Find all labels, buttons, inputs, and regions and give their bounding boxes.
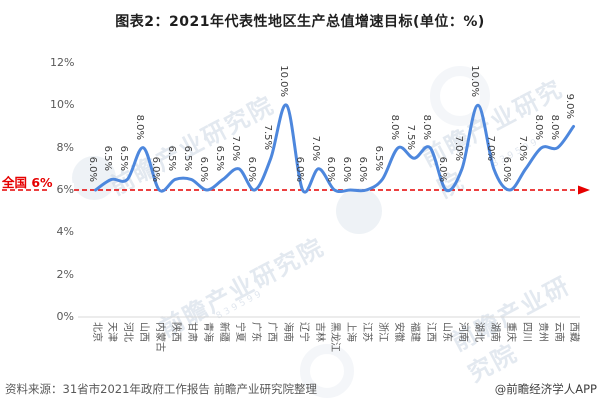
- x-axis-label: 湖北: [472, 322, 484, 342]
- y-axis-tick-label: 8%: [50, 140, 74, 155]
- y-axis-tick-label: 6%: [50, 183, 74, 197]
- data-label: 6.0%: [500, 156, 512, 182]
- data-label: 8.0%: [134, 114, 146, 140]
- data-label: 6.0%: [245, 156, 257, 182]
- data-label: 7.0%: [452, 135, 464, 161]
- watermark-logo-circle: [72, 156, 116, 200]
- x-axis-label: 山西: [138, 322, 150, 342]
- x-axis-label: 海南: [281, 322, 293, 342]
- data-label: 6.0%: [357, 156, 369, 182]
- x-axis-label: 河北: [122, 322, 134, 342]
- watermark-logo-circle: [336, 188, 382, 234]
- x-axis-label: 新疆: [217, 322, 229, 342]
- data-label: 8.0%: [532, 114, 544, 140]
- x-axis-label: 上海: [345, 322, 357, 342]
- x-axis-label: 内蒙古: [154, 322, 166, 352]
- data-label: 7.5%: [405, 124, 417, 151]
- footer: 资料来源：31省市2021年政府工作报告 前瞻产业研究院整理 @前瞻经济学人AP…: [0, 379, 600, 409]
- x-axis-label: 江西: [425, 322, 437, 342]
- growth-target-curve: [94, 103, 575, 194]
- x-axis-label: 四川: [520, 322, 532, 342]
- data-label: 10.0%: [277, 65, 289, 98]
- data-label: 8.0%: [389, 114, 401, 140]
- x-axis-label: 陕西: [170, 322, 182, 342]
- x-axis-label: 广西: [265, 322, 277, 342]
- data-label: 6.0%: [325, 156, 337, 182]
- x-axis-label: 黑龙江: [329, 322, 341, 352]
- data-label: 7.0%: [309, 135, 321, 161]
- data-label: 6.5%: [102, 146, 114, 172]
- x-axis-label: 湖南: [488, 322, 500, 342]
- data-label: 7.0%: [484, 135, 496, 161]
- data-label: 6.5%: [118, 146, 130, 172]
- x-axis-label: 辽宁: [297, 322, 309, 342]
- data-label: 7.0%: [229, 135, 241, 161]
- y-axis-tick-label: 12%: [50, 56, 75, 70]
- brand-note: @前瞻经济学人APP: [494, 382, 597, 396]
- x-axis-label: 西藏: [568, 322, 580, 342]
- x-axis-label: 甘肃: [186, 322, 198, 342]
- data-label: 10.0%: [468, 65, 480, 98]
- national-target-label: 全国 6%: [2, 175, 53, 190]
- x-axis-label: 贵州: [536, 322, 548, 342]
- watermark-logo-ring: [430, 66, 490, 126]
- y-axis-tick-label: 4%: [50, 225, 74, 240]
- x-axis-label: 青海: [202, 322, 214, 342]
- data-label: 6.5%: [166, 146, 178, 172]
- y-axis-tick-label: 0%: [50, 310, 74, 324]
- x-axis-label: 河南: [456, 322, 468, 342]
- data-label: 6.0%: [293, 156, 305, 182]
- x-axis-label: 安徽: [393, 322, 405, 342]
- x-axis-label: 吉林: [313, 322, 325, 342]
- data-label: 9.0%: [564, 93, 576, 119]
- data-label: 6.5%: [213, 146, 225, 172]
- data-label: 6.5%: [182, 146, 194, 172]
- x-axis-label: 北京: [90, 322, 102, 342]
- data-label: 6.5%: [373, 146, 385, 172]
- data-label: 8.0%: [421, 114, 433, 140]
- data-label: 8.0%: [548, 114, 560, 140]
- data-label: 6.0%: [198, 156, 210, 182]
- source-note: 资料来源：31省市2021年政府工作报告 前瞻产业研究院整理: [5, 382, 318, 396]
- x-axis-label: 云南: [552, 322, 564, 342]
- y-axis-tick-label: 10%: [50, 98, 75, 113]
- data-label: 6.0%: [150, 156, 162, 182]
- arrow-right-icon: [578, 185, 590, 195]
- x-axis-label: 宁夏: [233, 322, 245, 342]
- data-label: 6.0%: [341, 156, 353, 182]
- watermark-logo-ring: [300, 344, 354, 398]
- x-axis-label: 广东: [249, 322, 261, 342]
- x-axis-label: 山东: [441, 322, 453, 342]
- x-axis-label: 浙江: [377, 322, 389, 342]
- data-label: 6.0%: [86, 156, 98, 182]
- data-label: 7.5%: [261, 124, 273, 151]
- x-axis-label: 福建: [409, 322, 421, 342]
- data-label: 7.0%: [516, 135, 528, 161]
- x-axis-label: 天津: [106, 322, 118, 342]
- data-label: 6.0%: [437, 156, 449, 182]
- x-axis-label: 重庆: [504, 322, 516, 342]
- chart-title: 图表2：2021年代表性地区生产总值增速目标(单位：%): [115, 14, 485, 30]
- y-axis-tick-label: 2%: [50, 267, 74, 282]
- x-axis-label: 江苏: [361, 322, 373, 342]
